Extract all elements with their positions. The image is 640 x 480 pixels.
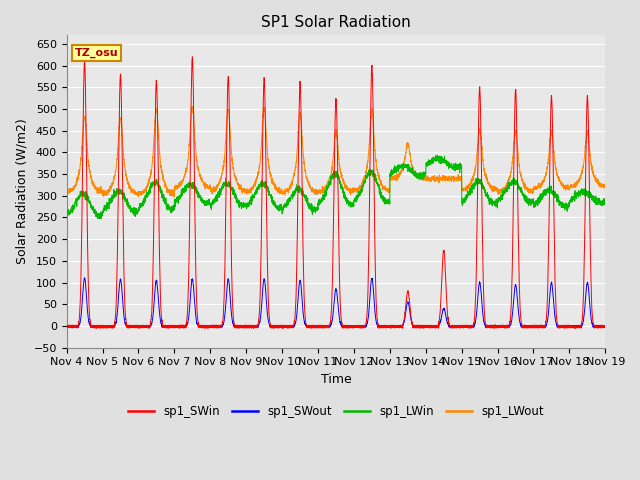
sp1_LWout [602, 182, 609, 188]
sp1_SWin [427, 324, 435, 330]
sp1_LWout [134, 194, 142, 200]
sp1_SWin [601, 323, 609, 328]
sp1_SWin [63, 323, 70, 329]
Line: sp1_LWin: sp1_LWin [67, 155, 605, 219]
sp1_SWout [457, 324, 465, 329]
sp1_LWin [457, 165, 465, 171]
sp1_LWout [601, 183, 609, 189]
sp1_SWout [427, 324, 435, 330]
sp1_SWout [601, 323, 609, 329]
Legend: sp1_SWin, sp1_SWout, sp1_LWin, sp1_LWout: sp1_SWin, sp1_SWout, sp1_LWin, sp1_LWout [124, 400, 548, 423]
sp1_SWin [189, 54, 196, 60]
sp1_LWout [188, 104, 196, 109]
sp1_LWin [433, 152, 441, 158]
sp1_SWout [316, 324, 324, 330]
sp1_LWin [602, 199, 609, 205]
sp1_LWin [63, 211, 70, 217]
sp1_LWout [160, 175, 168, 180]
Line: sp1_LWout: sp1_LWout [67, 107, 605, 197]
Title: SP1 Solar Radiation: SP1 Solar Radiation [261, 15, 411, 30]
sp1_SWin [316, 323, 324, 329]
Text: TZ_osu: TZ_osu [75, 48, 118, 58]
Y-axis label: Solar Radiation (W/m2): Solar Radiation (W/m2) [15, 119, 28, 264]
sp1_SWout [602, 323, 609, 328]
sp1_LWout [488, 185, 495, 191]
sp1_LWin [601, 200, 609, 205]
sp1_SWin [457, 324, 465, 330]
Line: sp1_SWout: sp1_SWout [67, 278, 605, 327]
sp1_SWout [63, 324, 70, 329]
sp1_SWin [246, 325, 253, 331]
sp1_SWout [81, 275, 88, 281]
sp1_LWin [316, 200, 324, 206]
sp1_LWout [63, 189, 70, 195]
sp1_SWout [541, 324, 548, 330]
sp1_SWin [488, 322, 495, 328]
Line: sp1_SWin: sp1_SWin [67, 57, 605, 328]
sp1_LWin [96, 216, 104, 222]
sp1_LWin [488, 201, 495, 207]
sp1_SWin [602, 325, 609, 331]
sp1_LWout [316, 187, 324, 192]
sp1_SWout [487, 324, 495, 330]
sp1_SWout [160, 323, 168, 328]
sp1_LWin [427, 157, 435, 163]
sp1_LWout [427, 179, 435, 184]
sp1_SWin [159, 323, 167, 329]
sp1_LWout [457, 174, 465, 180]
sp1_LWin [160, 195, 168, 201]
X-axis label: Time: Time [321, 373, 351, 386]
